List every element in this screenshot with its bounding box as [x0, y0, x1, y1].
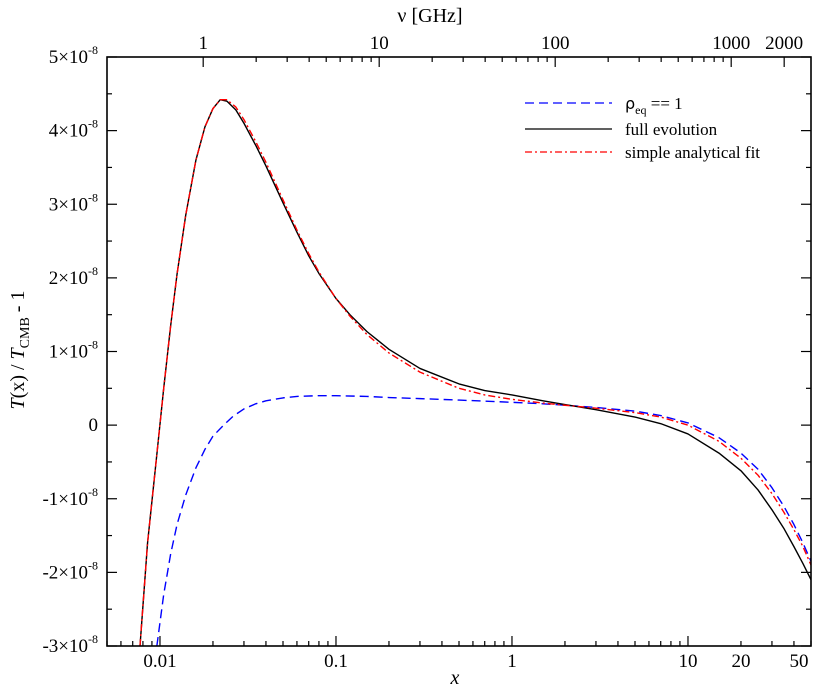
- top-axis-title: ν [GHz]: [397, 5, 462, 27]
- y-axis-title: T(x) / TCMB - 1: [7, 291, 33, 410]
- y-tick-label: 1×10-8: [49, 338, 98, 363]
- y-tick-label: 5×10-8: [49, 43, 98, 68]
- top-tick-labels: 1 10 100 1000 2000: [198, 33, 803, 54]
- x-tick-label: 1: [507, 651, 517, 672]
- legend-label-analytical-fit: simple analytical fit: [625, 143, 760, 162]
- legend-label-full-evolution: full evolution: [625, 120, 718, 139]
- top-tick-label: 2000: [765, 33, 803, 54]
- legend: ρeq == 1 full evolution simple analytica…: [525, 94, 760, 162]
- legend-label-rho-eq: ρeq == 1: [625, 94, 683, 117]
- x-tick-label: 0.1: [324, 651, 348, 672]
- y-tick-labels: 5×10-8 4×10-8 3×10-8 2×10-8 1×10-8 0 -1×10-8 -2…: [42, 43, 98, 657]
- x-tick-label: 20: [731, 651, 750, 672]
- series-line-2: [139, 99, 811, 646]
- y-tick-label: 0: [89, 415, 99, 436]
- x-tick-label: 10: [678, 651, 697, 672]
- x-tick-label: 50: [790, 651, 809, 672]
- top-tick-label: 10: [370, 33, 389, 54]
- y-tick-label: -3×10-8: [42, 632, 98, 657]
- y-tick-label: 3×10-8: [49, 190, 98, 215]
- y-tick-label: -2×10-8: [42, 558, 98, 583]
- series-line-0: [156, 394, 811, 646]
- top-tick-label: 1: [198, 33, 208, 54]
- x-tick-labels: 0.01 0.1 1 10 20 50: [143, 651, 808, 672]
- plot-frame: [106, 56, 812, 647]
- series-line-1: [139, 99, 811, 646]
- series-layer: [139, 99, 811, 646]
- y-tick-label: 2×10-8: [49, 264, 98, 289]
- top-tick-label: 100: [541, 33, 570, 54]
- top-tick-label: 1000: [712, 33, 750, 54]
- y-tick-label: -1×10-8: [42, 485, 98, 510]
- x-tick-label: 0.01: [143, 651, 176, 672]
- y-tick-label: 4×10-8: [49, 117, 98, 142]
- x-axis-title: x: [450, 667, 460, 687]
